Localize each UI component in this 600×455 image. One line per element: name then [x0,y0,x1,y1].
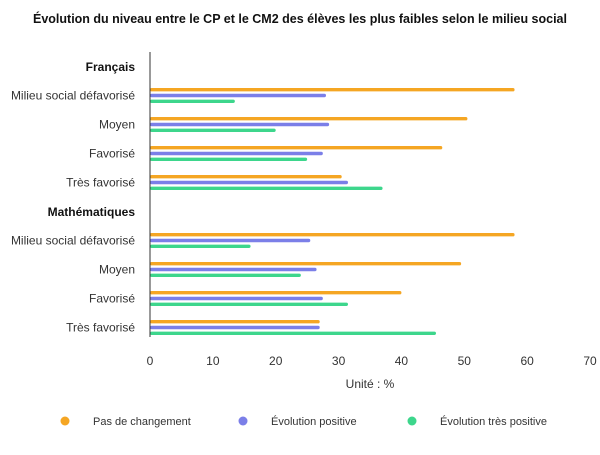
legend-label: Évolution très positive [440,415,547,428]
bar-evolution-tres-positive[interactable] [150,331,436,335]
bar-pas-de-changement[interactable] [150,233,515,237]
legend[interactable]: Pas de changement Évolution positive Évolu… [60,415,548,428]
plot-area: Français Milieu social défavorisé Moyen Fav… [11,60,515,335]
x-tick-label: 10 [206,354,220,368]
legend-label: Évolution positive [271,415,357,428]
legend-swatch [407,416,417,426]
bar-pas-de-changement[interactable] [150,117,468,121]
category-label: Moyen [99,263,135,277]
x-tick-label: 50 [458,354,472,368]
axes: 0 10 20 30 40 50 60 70 [147,52,597,368]
bar-pas-de-changement[interactable] [150,175,342,179]
bar-evolution-positive[interactable] [150,180,348,185]
x-tick-label: 60 [520,354,534,368]
category-label: Favorisé [89,147,135,161]
legend-label: Pas de changement [93,416,191,428]
bar-evolution-positive[interactable] [150,122,330,127]
x-tick-label: 30 [332,354,346,368]
bar-evolution-tres-positive[interactable] [150,99,235,103]
x-tick-label: 70 [583,354,597,368]
x-tick-label: 20 [269,354,283,368]
bar-evolution-positive[interactable] [150,325,320,330]
bar-pas-de-changement[interactable] [150,88,515,92]
bar-evolution-positive[interactable] [150,296,323,301]
bar-evolution-tres-positive[interactable] [150,186,383,190]
x-axis-label: Unité : % [346,377,395,391]
legend-swatch [238,416,248,426]
x-tick-label: 0 [147,354,154,368]
bar-evolution-positive[interactable] [150,238,311,243]
bar-pas-de-changement[interactable] [150,262,462,266]
category-label: Très favorisé [66,176,135,190]
legend-item-evolution-positive[interactable]: Évolution positive [238,415,357,428]
bar-evolution-positive[interactable] [150,267,317,272]
legend-swatch [60,416,70,426]
bar-evolution-positive[interactable] [150,151,323,156]
chart-title: Évolution du niveau entre le CP et le CM… [33,11,567,26]
category-label: Favorisé [89,292,135,306]
category-label: Milieu social défavorisé [11,89,135,103]
bar-evolution-tres-positive[interactable] [150,128,276,132]
legend-item-pas-de-changement[interactable]: Pas de changement [60,416,191,428]
category-label: Très favorisé [66,321,135,335]
bar-evolution-tres-positive[interactable] [150,157,308,161]
group-label-mathematiques: Mathématiques [48,205,136,219]
bar-pas-de-changement[interactable] [150,291,402,295]
bar-evolution-tres-positive[interactable] [150,302,348,306]
category-label: Moyen [99,118,135,132]
bar-pas-de-changement[interactable] [150,320,320,324]
bar-evolution-tres-positive[interactable] [150,273,301,277]
category-label: Milieu social défavorisé [11,234,135,248]
bar-pas-de-changement[interactable] [150,146,443,150]
legend-item-evolution-tres-positive[interactable]: Évolution très positive [407,415,548,428]
group-label-francais: Français [86,60,136,74]
bar-evolution-positive[interactable] [150,93,326,98]
x-tick-label: 40 [395,354,409,368]
bar-evolution-tres-positive[interactable] [150,244,251,248]
